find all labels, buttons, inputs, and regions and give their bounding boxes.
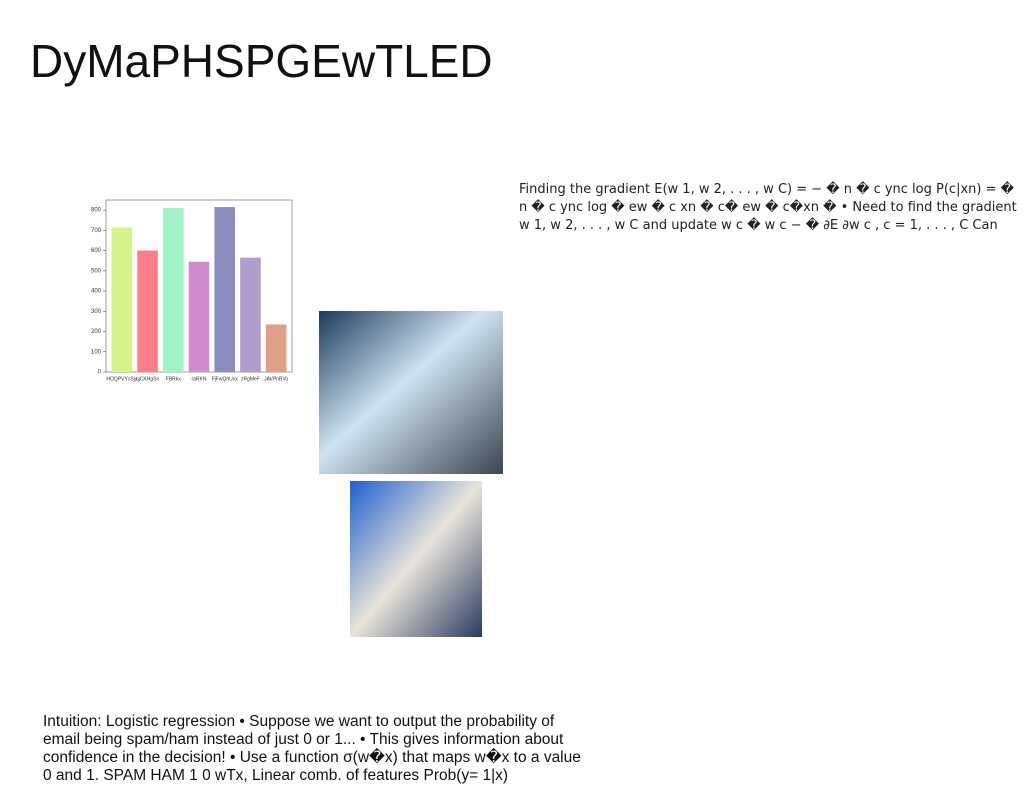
x-tick-label: JAVPnBVo (264, 376, 288, 382)
y-tick-label: 400 (91, 289, 102, 295)
bar (265, 324, 287, 372)
x-tick-label: FBRkx (166, 376, 182, 382)
y-tick-label: 300 (91, 309, 102, 315)
text-block: Finding the gradient E(w 1, w 2, . . . ,… (519, 182, 1017, 233)
bar (240, 257, 261, 372)
bar (137, 250, 158, 372)
bar (188, 261, 210, 372)
x-tick-label: qjCKHgSn (136, 376, 160, 382)
y-tick-label: 700 (91, 228, 102, 234)
x-tick-label: raRKN (191, 376, 206, 382)
bar (111, 227, 133, 372)
x-tick-label: HOQPVYcSjy (106, 376, 137, 382)
slide-title: DyMaPHSPGEwTLED (30, 35, 493, 87)
image (319, 311, 503, 474)
y-tick-label: 100 (91, 349, 102, 355)
x-tick-label: zRgMeF (241, 376, 260, 382)
bar (214, 207, 235, 372)
text-block: Intuition: Logistic regression • Suppose… (43, 713, 581, 784)
x-tick-label: FjFwQhUsx (212, 376, 239, 382)
y-tick-label: 0 (98, 370, 102, 376)
y-tick-label: 600 (91, 248, 102, 254)
y-tick-label: 800 (91, 208, 102, 214)
y-tick-label: 200 (91, 329, 102, 335)
bar (163, 208, 184, 372)
y-tick-label: 500 (91, 268, 102, 274)
chart: 0 100 200 300 400 500 600 700 800 HOQPVYcSjyqjCKH… (91, 199, 503, 637)
image (350, 481, 482, 637)
